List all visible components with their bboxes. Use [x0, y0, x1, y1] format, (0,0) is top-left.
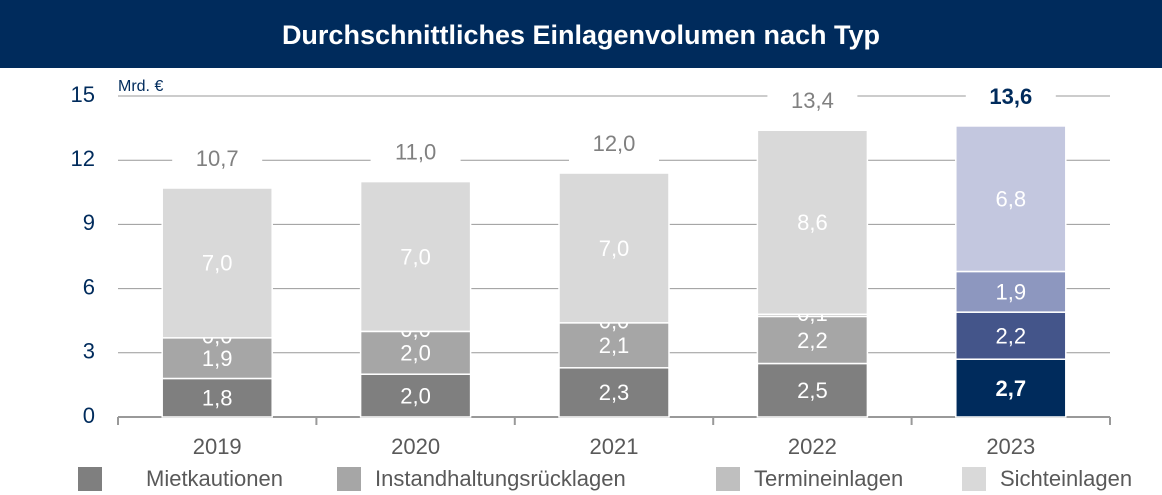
data-label: 8,6	[797, 210, 828, 235]
total-label: 13,6	[989, 84, 1032, 109]
chart-title: Durchschnittliches Einlagenvolumen nach …	[282, 20, 880, 50]
data-label: 2,0	[400, 341, 431, 366]
x-tick-label: 2020	[391, 434, 440, 459]
data-label: 2,3	[599, 380, 630, 405]
data-label: 1,8	[202, 386, 233, 411]
bar-segment	[359, 330, 472, 375]
bar-segment	[955, 125, 1067, 273]
bar-segment	[359, 180, 472, 333]
bar-segment	[161, 377, 273, 418]
data-label: 1,9	[202, 346, 233, 371]
bar-segment	[955, 311, 1067, 360]
y-tick-label: 3	[83, 339, 95, 364]
data-label: 2,5	[797, 378, 828, 403]
bar-segment	[955, 270, 1067, 313]
x-tick-label: 2022	[788, 434, 837, 459]
legend-label: Instandhaltungsrücklagen	[375, 466, 626, 491]
x-tick-label: 2019	[193, 434, 242, 459]
data-label: 6,8	[996, 187, 1027, 212]
data-label: 2,1	[599, 333, 630, 358]
bar-segment	[955, 358, 1067, 418]
total-label-bg	[172, 144, 263, 177]
legend-swatch	[962, 467, 986, 491]
legend-swatch	[716, 467, 740, 491]
total-label-bg	[569, 129, 659, 162]
legend-label: Sichteinlagen	[1000, 466, 1132, 491]
x-tick-label: 2023	[986, 434, 1035, 459]
total-label: 10,7	[196, 146, 239, 171]
legend-label: Mietkautionen	[146, 466, 283, 491]
y-tick-label: 0	[83, 403, 95, 428]
bar-segment	[756, 129, 869, 316]
bar-segment	[756, 362, 869, 418]
x-tick-label: 2021	[590, 434, 639, 459]
title-band	[0, 0, 1162, 68]
y-axis-label: Mrd. €	[118, 78, 163, 95]
data-label: 1,9	[996, 280, 1027, 305]
y-tick-label: 9	[83, 210, 95, 235]
legend-swatch	[337, 467, 361, 491]
bar-segment	[558, 367, 670, 418]
data-label: 2,0	[400, 383, 431, 408]
bar-segment	[161, 187, 273, 339]
bar-segment	[756, 315, 869, 365]
bar-segment	[558, 172, 670, 324]
data-label: 7,0	[400, 244, 431, 269]
total-label: 13,4	[791, 88, 834, 113]
data-label: 2,2	[996, 323, 1027, 348]
total-label-bg	[767, 86, 858, 119]
total-label-bg	[370, 137, 461, 170]
y-tick-label: 15	[71, 82, 95, 107]
data-label: 2,2	[797, 328, 828, 353]
total-label: 12,0	[593, 131, 636, 156]
data-label: 2,7	[996, 376, 1027, 401]
bar-segment	[558, 322, 670, 369]
total-label: 11,0	[395, 139, 436, 164]
y-tick-label: 6	[83, 274, 95, 299]
y-tick-label: 12	[71, 146, 95, 171]
total-label-bg	[965, 81, 1056, 114]
data-label: 7,0	[599, 236, 630, 261]
legend-swatch	[78, 467, 102, 491]
legend-label: Termineinlagen	[754, 466, 903, 491]
data-label: 7,0	[202, 251, 233, 276]
